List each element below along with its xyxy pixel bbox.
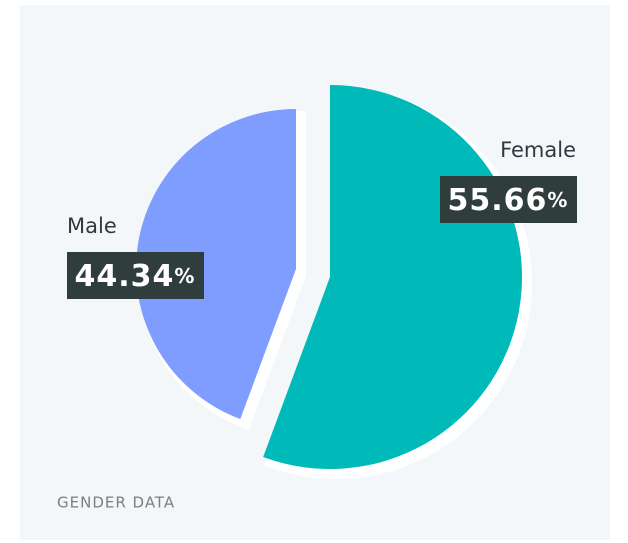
value-label: 55.66% [448, 183, 569, 218]
category-label: Female [500, 138, 576, 162]
value-box [440, 176, 577, 223]
caption: GENDER DATA [57, 494, 175, 512]
value-unit: % [174, 264, 195, 288]
value-number: 55.66 [448, 183, 548, 218]
category-label: Male [67, 214, 117, 238]
value-number: 44.34 [75, 259, 175, 294]
value-label: 44.34% [75, 259, 196, 294]
value-box [67, 252, 204, 299]
slice [136, 109, 296, 419]
value-unit: % [547, 188, 568, 212]
